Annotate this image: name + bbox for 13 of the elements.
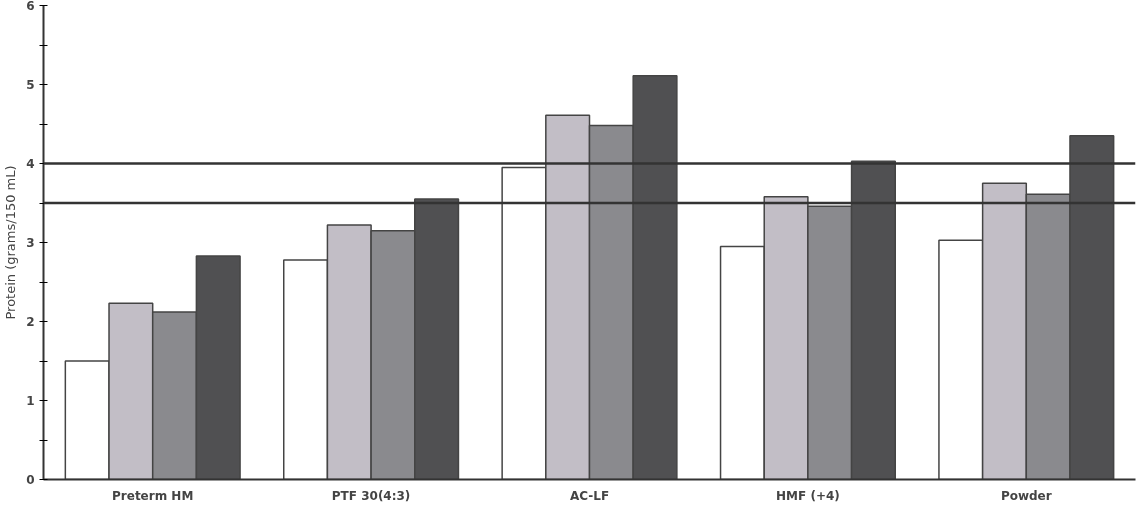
x-tick-label: AC-LF — [569, 488, 610, 503]
x-tick-label: HMF (+4) — [776, 488, 840, 503]
y-tick-label: 2 — [26, 315, 35, 329]
y-tick-label: 4 — [26, 157, 35, 171]
y-tick-label: 3 — [26, 236, 35, 250]
y-tick-label: 6 — [26, 0, 35, 13]
y-axis-title: Protein (grams/150 mL) — [3, 165, 19, 320]
y-tick-label: 5 — [26, 78, 35, 92]
x-tick-label: PTF 30(4:3) — [331, 488, 411, 503]
x-tick-label: Powder — [1000, 488, 1052, 503]
x-tick-label: Preterm HM — [112, 488, 194, 503]
y-tick-label: 1 — [26, 394, 35, 408]
y-tick-label: 0 — [26, 473, 35, 487]
